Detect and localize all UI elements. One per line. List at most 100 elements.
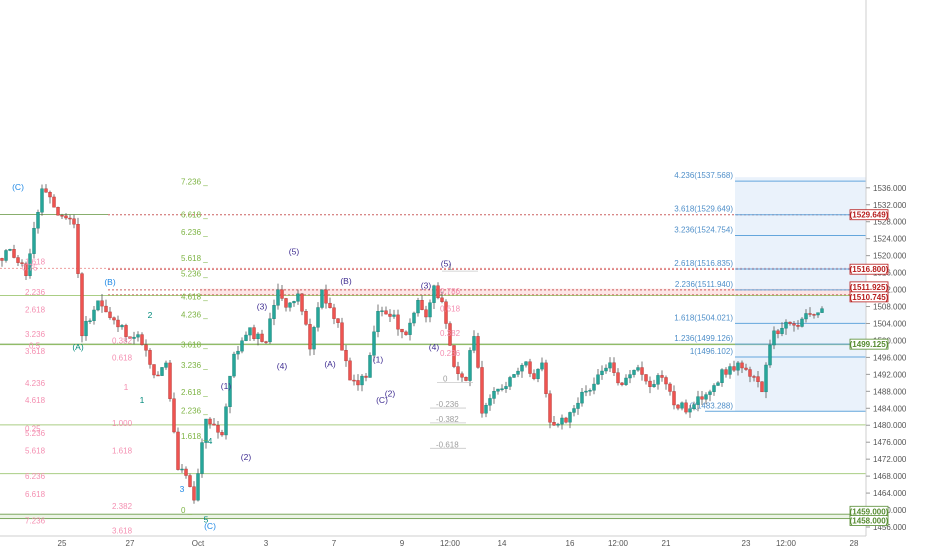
candles [0, 184, 824, 504]
candle-body [736, 362, 740, 371]
pink-fib-label: 3.618 [25, 347, 46, 356]
gray-fib-label: 0 [443, 375, 448, 384]
candle-body [392, 314, 396, 317]
wave-label: (4) [429, 342, 440, 352]
price-tag-box [849, 263, 889, 275]
candle-body [268, 318, 272, 343]
candle-body [240, 340, 244, 352]
candle-body [20, 262, 24, 264]
wave-label: (B) [104, 277, 116, 287]
candle-body [256, 333, 260, 340]
candle-body [728, 366, 732, 375]
candle-body [600, 370, 604, 375]
wave-label: (B) [340, 276, 352, 286]
pink-fib-label: 6.618 [25, 490, 46, 499]
support-zone [0, 513, 866, 520]
candle-body [432, 285, 436, 303]
wave-label: (5) [289, 246, 300, 256]
candle-body [328, 302, 332, 308]
pink-fib-label: 4.236 [25, 379, 46, 388]
candle-body [156, 374, 160, 377]
wave-label: (5) [441, 258, 452, 268]
wave-label: (4) [277, 361, 288, 371]
price-tag-box [849, 291, 889, 303]
candle-body [220, 432, 224, 436]
pink-fib-label: 5.618 [25, 447, 46, 456]
candle-body [224, 406, 228, 436]
candle-body [120, 325, 124, 328]
candle-body [228, 375, 232, 407]
candle-body [740, 362, 744, 369]
candle-body [116, 319, 120, 328]
price-tick-label: 1508.000 [873, 303, 907, 312]
candle-body [512, 374, 516, 378]
price-tag-label: (1510.745) [850, 293, 889, 302]
price-tick-label: 1468.000 [873, 472, 907, 481]
candle-body [264, 341, 268, 343]
candle-body [652, 384, 656, 387]
price-tick-label: 1484.000 [873, 404, 907, 413]
candle-body [148, 350, 152, 365]
candle-body [820, 308, 824, 313]
green-fib-label: 4.236 _ [181, 311, 208, 320]
candle-body [304, 311, 308, 325]
pink-fib-label: 3.618 [112, 526, 133, 535]
candle-body [76, 223, 80, 274]
candle-body [336, 318, 340, 323]
candle-body [720, 369, 724, 383]
candle-body [128, 336, 132, 339]
candle-body [472, 336, 476, 351]
candle-body [56, 207, 60, 216]
price-tag-label: (1516.800) [850, 265, 889, 274]
candle-body [252, 327, 256, 340]
fib-extension-label: 4.236(1537.568) [674, 171, 733, 180]
candle-body [176, 431, 180, 470]
candle-body [500, 388, 504, 390]
wave-label: (A) [324, 359, 336, 369]
price-tick-label: 1492.000 [873, 370, 907, 379]
candle-body [784, 321, 788, 329]
candle-body [388, 313, 392, 317]
pink-fib-label: 2.236 [25, 288, 46, 297]
candle-body [660, 375, 664, 378]
candle-body [748, 369, 752, 377]
candle-body [4, 250, 8, 261]
candle-body [144, 344, 148, 351]
candle-body [684, 402, 688, 413]
candle-body [344, 350, 348, 362]
candle-body [524, 361, 528, 366]
candle-body [208, 418, 212, 425]
candle-body [184, 468, 188, 476]
time-tick-label: 14 [498, 539, 507, 548]
candle-body [616, 372, 620, 384]
candle-body [808, 313, 812, 315]
wave-label: 4 [208, 436, 213, 446]
pink-fib-label: 0.382 [112, 336, 133, 345]
candle-body [292, 301, 296, 304]
candle-body [424, 309, 428, 318]
candle-body [668, 383, 672, 392]
candle-body [536, 368, 540, 379]
candle-body [132, 336, 136, 339]
candle-body [664, 377, 668, 385]
candle-body [416, 300, 420, 314]
candle-body [608, 362, 612, 369]
candle-body [80, 273, 84, 337]
candle-body [804, 313, 808, 320]
candle-body [528, 361, 532, 374]
candle-body [316, 307, 320, 328]
pink-fib-label: 5.236 [25, 429, 46, 438]
candle-body [764, 364, 768, 393]
price-tick-label: 1536.000 [873, 184, 907, 193]
time-tick-label: 12:00 [776, 539, 797, 548]
candle-body [732, 366, 736, 371]
candle-body [704, 394, 708, 400]
candle-body [476, 336, 480, 368]
candle-body [324, 289, 328, 304]
price-tag-label: (1458.000) [850, 517, 889, 526]
time-axis[interactable]: 25 27 Oct 3 7 9 12:00 14 16 12:00 21 23 12:00 28 [0, 535, 866, 548]
candle-body [464, 377, 468, 381]
fib-extension-label: 1.618(1504.021) [674, 313, 733, 322]
candle-body [164, 362, 168, 368]
candle-body [64, 215, 68, 219]
